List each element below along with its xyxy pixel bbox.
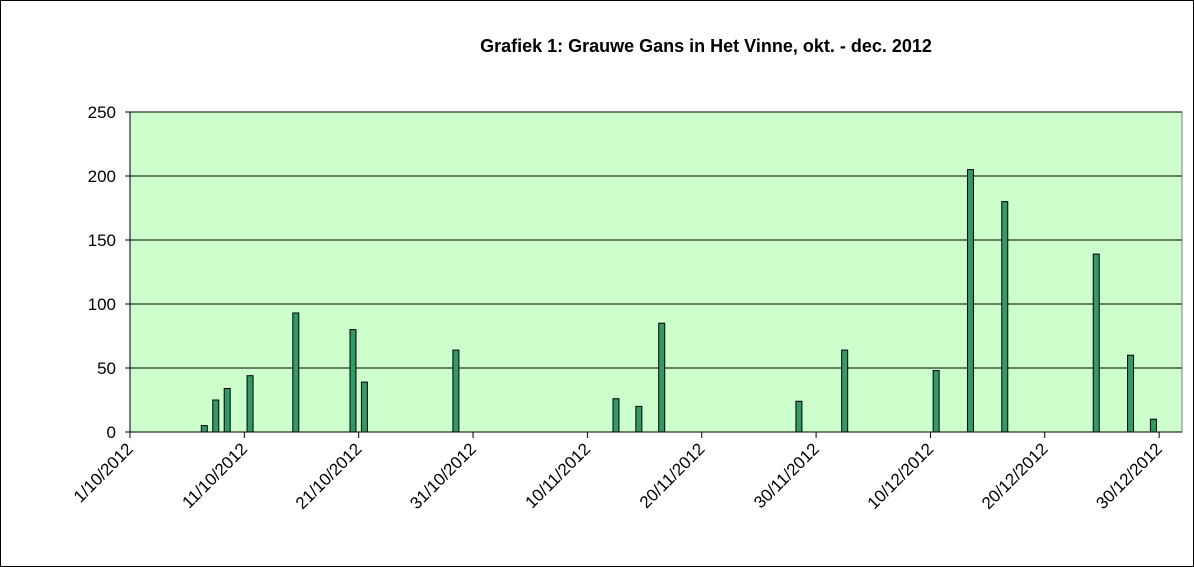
bar [1127, 354, 1135, 433]
chart-title: Grafiek 1: Grauwe Gans in Het Vinne, okt… [480, 36, 932, 56]
y-tick-label: 100 [88, 295, 116, 314]
bar [1092, 253, 1100, 433]
bar [1149, 418, 1157, 433]
bar [452, 349, 460, 433]
y-tick-label: 200 [88, 167, 116, 186]
bar [841, 349, 849, 433]
bar [1001, 201, 1009, 433]
y-tick-label: 50 [97, 359, 116, 378]
bar [966, 169, 974, 433]
bar [200, 425, 208, 433]
y-tick-label: 0 [107, 423, 116, 442]
y-tick-label: 150 [88, 231, 116, 250]
bar [795, 400, 803, 433]
bar [612, 398, 620, 433]
bar [635, 405, 643, 433]
bar [212, 399, 220, 433]
bar [360, 381, 368, 433]
plot-area [129, 111, 1183, 433]
bar [292, 312, 300, 433]
bar [932, 370, 940, 433]
bar [246, 375, 254, 433]
y-tick-label: 250 [88, 103, 116, 122]
bar [223, 387, 231, 433]
bar [658, 322, 666, 433]
bar [349, 329, 357, 433]
